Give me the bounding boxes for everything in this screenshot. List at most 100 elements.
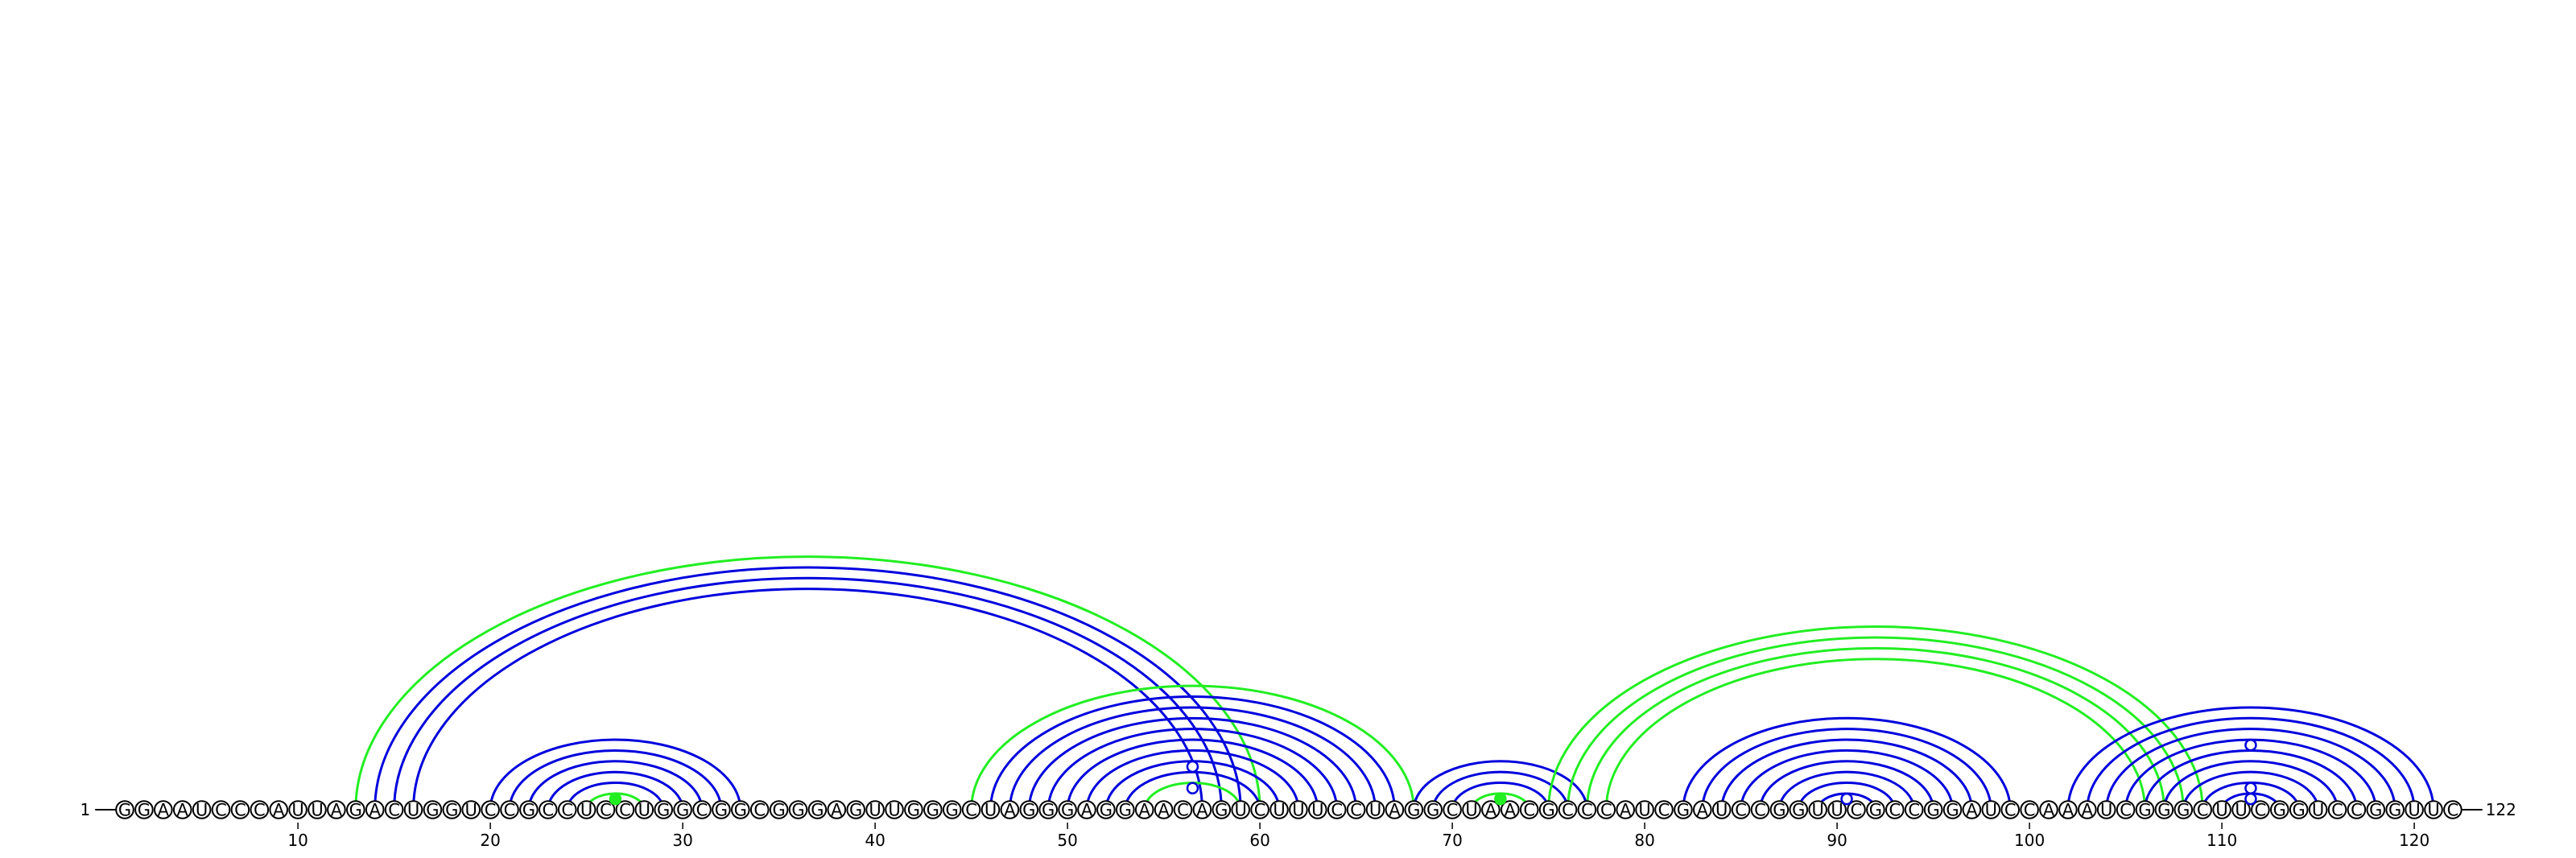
- marker-3: [1186, 782, 1199, 794]
- nucleotide-46: U: [985, 801, 997, 820]
- nucleotide-circle-95: [1923, 800, 1943, 819]
- nucleotide-68: G: [1407, 801, 1420, 820]
- nucleotide-circle-55: [1154, 800, 1174, 819]
- arc-blue-83-98: [1701, 728, 1992, 811]
- arc-blue-70-75: [1451, 782, 1550, 811]
- nucleotide-circle-59: [1231, 800, 1250, 819]
- nucleotide-circle-21: [500, 800, 519, 819]
- nucleotide-circle-118: [2366, 800, 2386, 819]
- nucleotide-circle-56: [1173, 800, 1193, 819]
- nucleotide-circle-69: [1423, 800, 1443, 819]
- nucleotide-63: U: [1311, 801, 1323, 820]
- arc-blue-108-115: [2182, 770, 2320, 811]
- nucleotide-circle-26: [596, 800, 616, 819]
- nucleotide-circle-5: [192, 800, 212, 819]
- nucleotide-12: A: [331, 801, 343, 820]
- nucleotide-50: G: [1061, 801, 1074, 820]
- nucleotide-117: C: [2351, 801, 2363, 820]
- nucleotide-71: U: [1465, 801, 1477, 820]
- nucleotide-circle-90: [1827, 800, 1847, 819]
- nucleotide-circle-96: [1942, 800, 1963, 819]
- nucleotide-39: G: [849, 801, 862, 820]
- tick-label-40: 40: [865, 831, 885, 850]
- nucleotide-29: G: [657, 801, 670, 820]
- nucleotide-60: C: [1254, 801, 1266, 820]
- nucleotide-102: A: [2062, 801, 2074, 820]
- nucleotide-18: G: [445, 801, 458, 820]
- arc-blue-20-33: [489, 738, 742, 811]
- nucleotide-72: A: [1485, 801, 1497, 820]
- nucleotide-55: A: [1158, 801, 1170, 820]
- nucleotide-33: G: [734, 801, 747, 820]
- nucleotide-28: U: [638, 801, 650, 820]
- nucleotide-circle-33: [731, 800, 750, 819]
- nucleotide-58: G: [1215, 801, 1228, 820]
- nucleotide-84: U: [1715, 801, 1728, 820]
- nucleotide-41: U: [888, 801, 900, 820]
- nucleotide-110: U: [2215, 801, 2227, 820]
- tick-label-90: 90: [1827, 831, 1847, 850]
- nucleotide-circle-53: [1116, 800, 1135, 819]
- nucleotide-100: C: [2024, 801, 2036, 820]
- arc-blue-48-65: [1027, 716, 1358, 811]
- tick-label-100: 100: [2014, 831, 2045, 850]
- nucleotide-51: A: [1081, 801, 1093, 820]
- nucleotide-56: C: [1177, 801, 1189, 820]
- nucleotide-47: A: [1004, 801, 1016, 820]
- nucleotide-circle-57: [1192, 800, 1212, 819]
- nucleotide-circle-105: [2116, 800, 2136, 819]
- nucleotide-circle-25: [576, 800, 597, 819]
- nucleotide-13: G: [349, 801, 362, 820]
- nucleotide-circle-103: [2078, 800, 2097, 819]
- nucleotide-circle-70: [1443, 800, 1462, 819]
- nucleotide-circle-23: [539, 800, 558, 819]
- nucleotide-circle-102: [2058, 800, 2078, 819]
- nucleotide-circle-43: [923, 800, 943, 819]
- nucleotide-circle-28: [634, 800, 654, 819]
- nucleotide-86: C: [1754, 801, 1766, 820]
- nucleotide-7: C: [234, 801, 246, 820]
- marker-8: [2244, 738, 2257, 752]
- nucleotide-4: A: [177, 801, 189, 820]
- nucleotide-circle-98: [1981, 800, 2001, 819]
- nucleotide-circle-4: [172, 800, 192, 819]
- nucleotide-93: C: [1889, 801, 1901, 820]
- nucleotide-49: G: [1042, 801, 1055, 820]
- arc-blue-24-29: [566, 782, 665, 811]
- nucleotide-34: C: [753, 801, 766, 820]
- nucleotide-65: C: [1350, 801, 1362, 820]
- nucleotide-78: C: [1600, 801, 1612, 820]
- nucleotide-circle-116: [2327, 800, 2347, 819]
- arc-blue-16-57: [412, 588, 1203, 811]
- nucleotide-circle-36: [788, 800, 808, 819]
- nucleotide-circle-79: [1616, 800, 1635, 819]
- nucleotide-121: U: [2427, 801, 2439, 820]
- nucleotide-circle-81: [1654, 800, 1674, 819]
- nucleotide-circle-89: [1808, 800, 1827, 819]
- nucleotide-19: U: [465, 801, 477, 820]
- nucleotide-108: G: [2177, 801, 2190, 820]
- arc-blue-103-120: [2086, 716, 2416, 811]
- nucleotide-43: G: [927, 801, 939, 820]
- nucleotide-104: U: [2100, 801, 2112, 820]
- nucleotide-61: U: [1273, 801, 1285, 820]
- nucleotide-103: A: [2082, 801, 2094, 820]
- arc-blue-14-59: [374, 566, 1242, 811]
- nucleotide-circle-80: [1635, 800, 1654, 819]
- nucleotide-59: U: [1235, 801, 1247, 820]
- nucleotide-114: G: [2293, 801, 2306, 820]
- arc-blue-49-64: [1046, 728, 1339, 811]
- nucleotide-circle-24: [557, 800, 577, 819]
- nucleotide-circle-99: [2000, 800, 2020, 819]
- tick-label-120: 120: [2399, 831, 2429, 850]
- nucleotide-26: C: [600, 801, 612, 820]
- arcs-layer: [354, 555, 2435, 811]
- nucleotide-1: G: [118, 801, 131, 820]
- nucleotide-115: U: [2312, 801, 2324, 820]
- nucleotide-circle-49: [1038, 800, 1058, 819]
- nucleotide-94: C: [1908, 801, 1920, 820]
- nucleotide-23: C: [542, 801, 554, 820]
- nucleotide-109: C: [2197, 801, 2209, 820]
